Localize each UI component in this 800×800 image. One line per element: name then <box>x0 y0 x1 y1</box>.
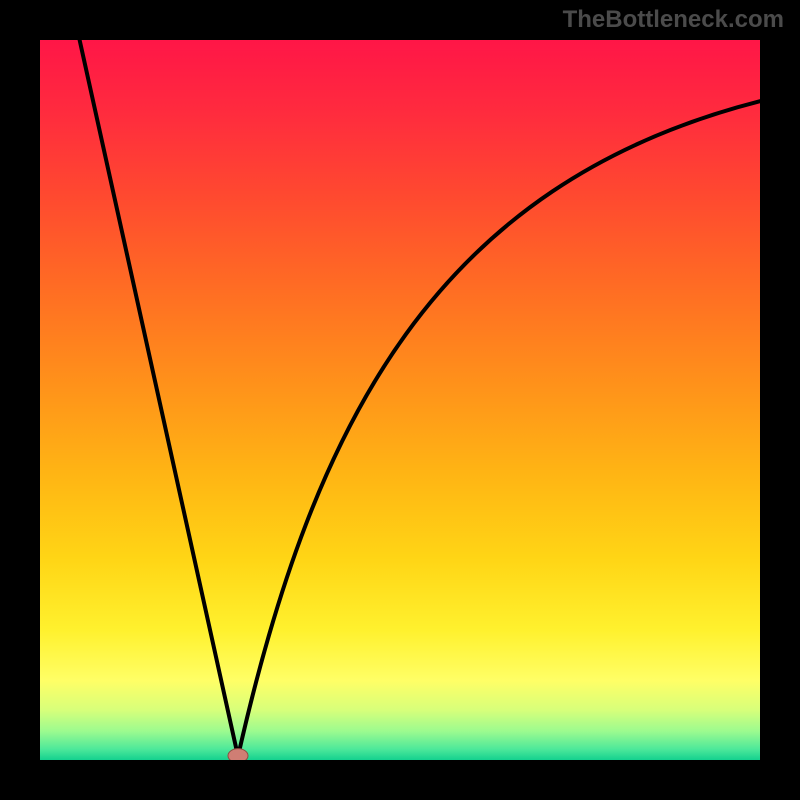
vertex-marker <box>228 749 248 760</box>
watermark-text: TheBottleneck.com <box>563 6 784 34</box>
stage: TheBottleneck.com <box>0 0 800 800</box>
chart-background <box>40 40 760 760</box>
bottleneck-chart <box>40 40 760 760</box>
